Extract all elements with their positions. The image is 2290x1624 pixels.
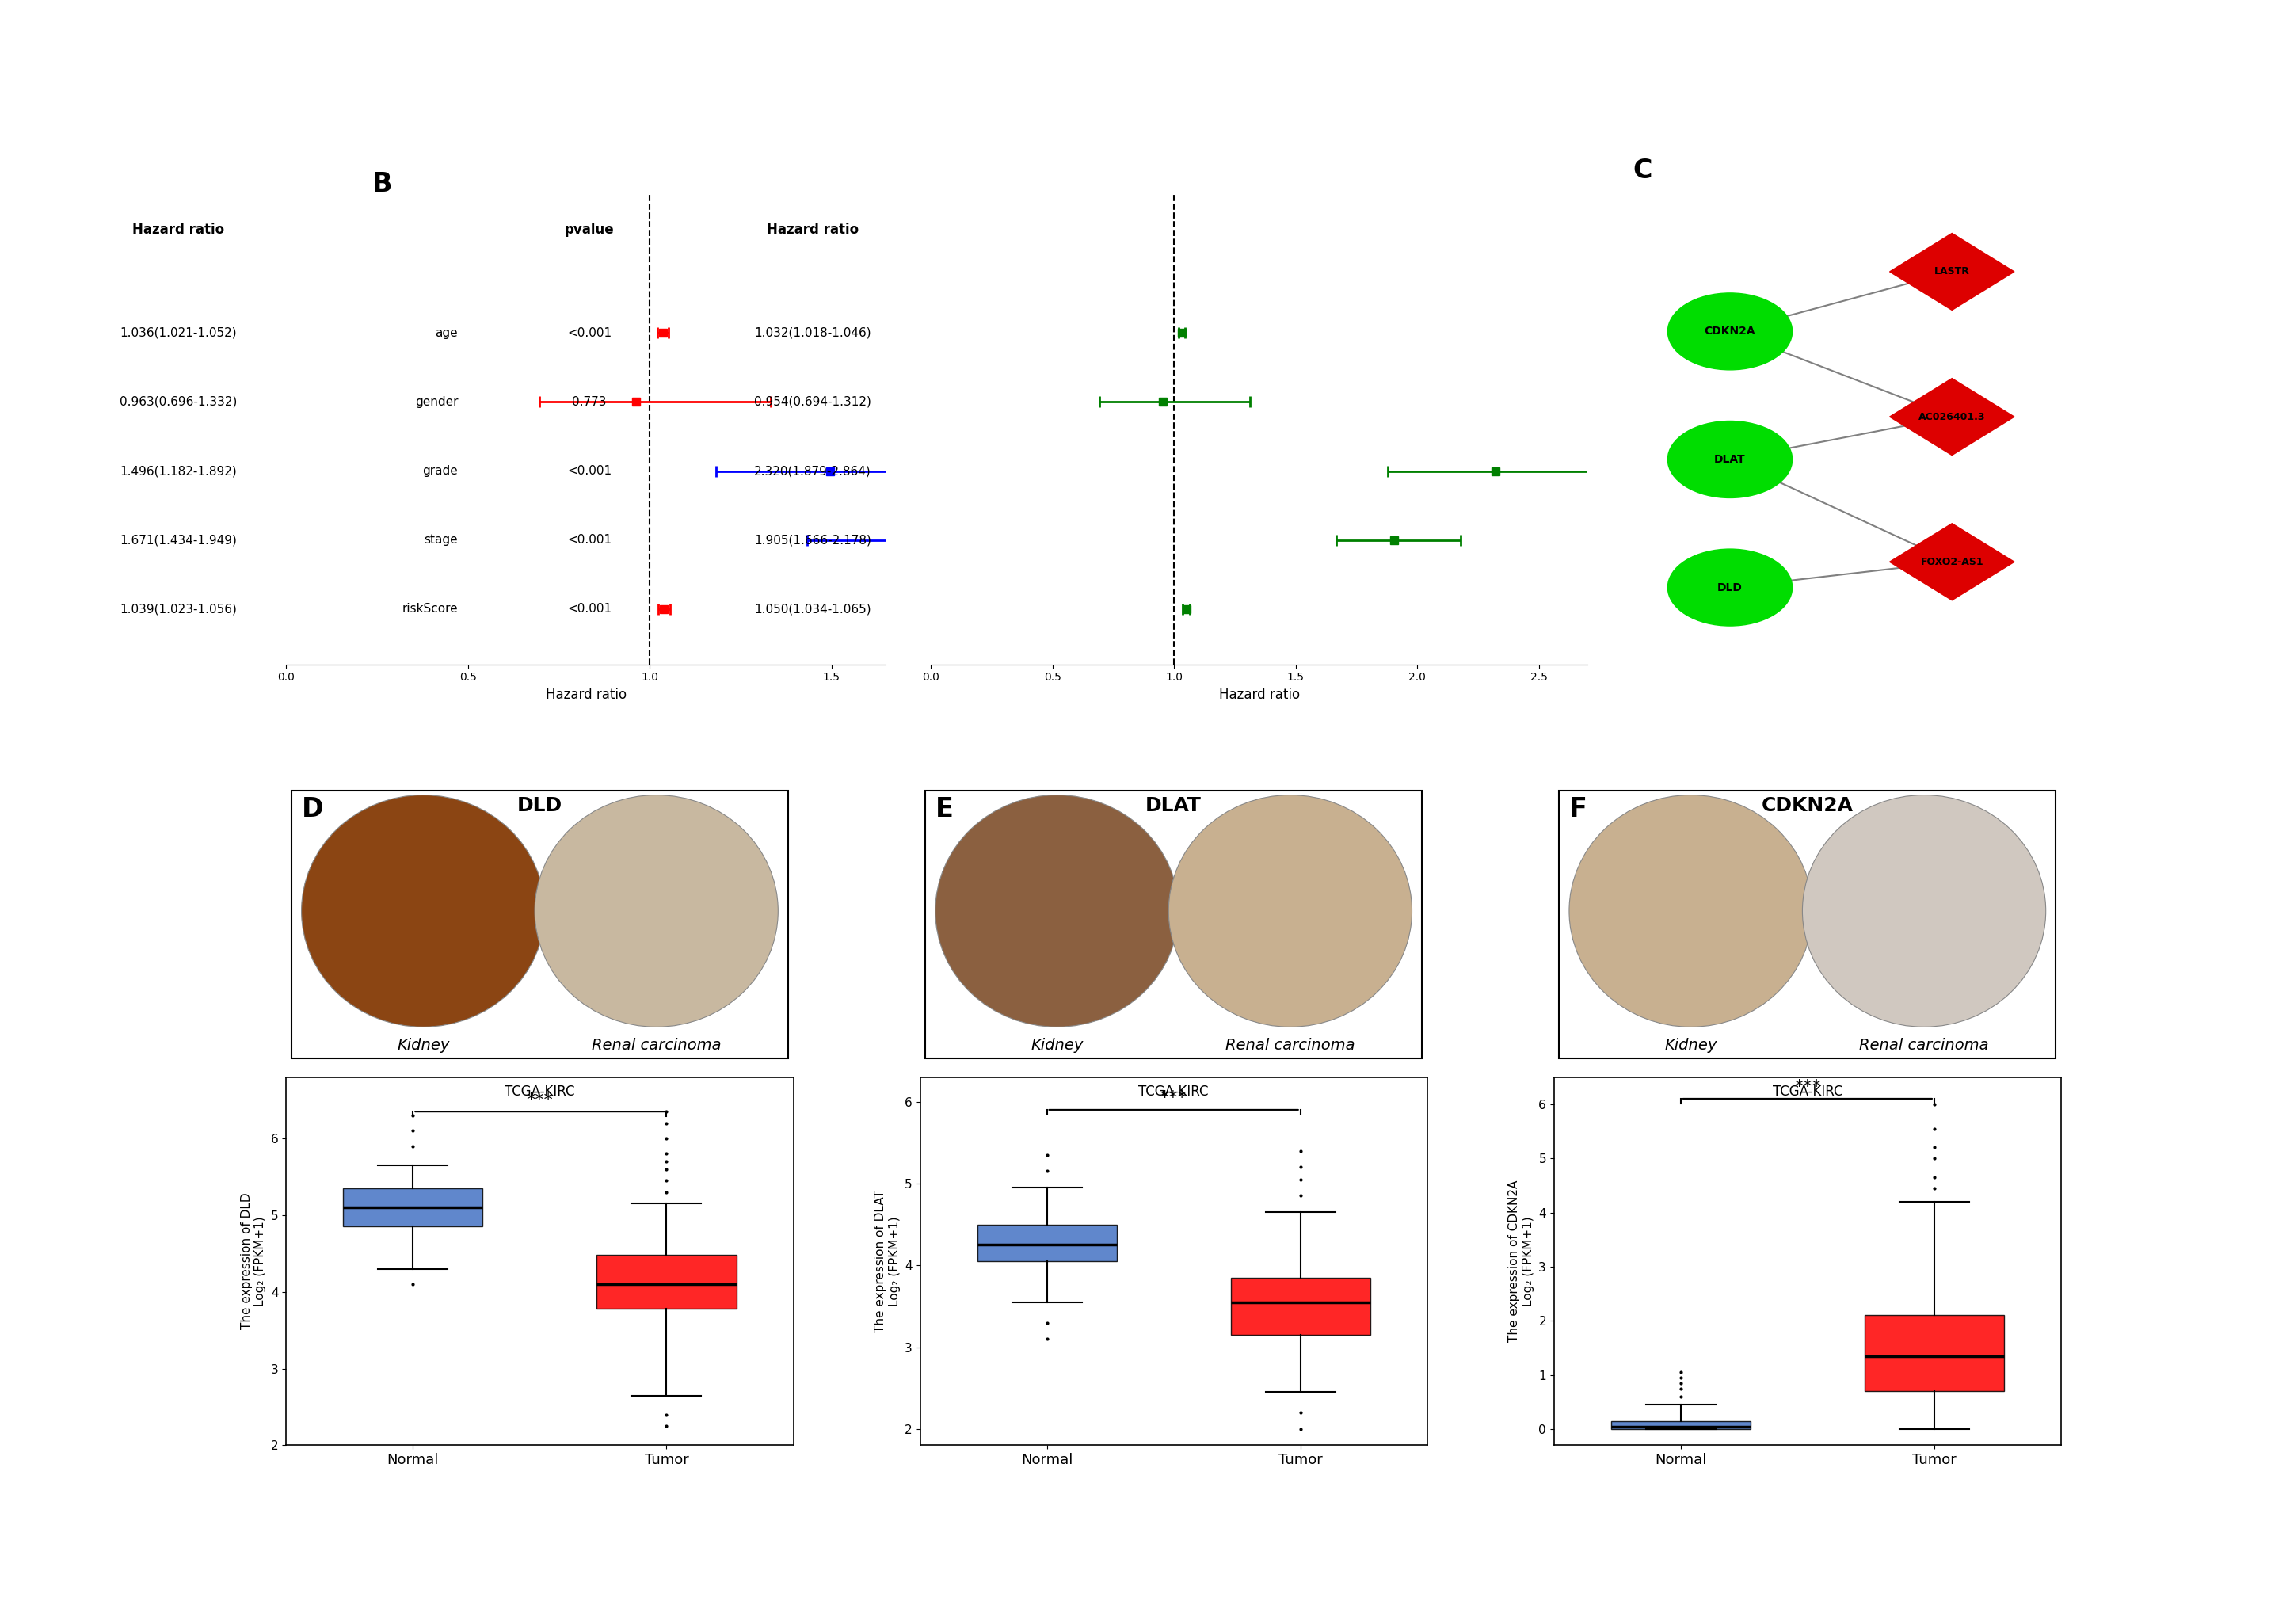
Text: 1.039(1.023-1.056): 1.039(1.023-1.056) <box>119 603 236 615</box>
Ellipse shape <box>302 796 545 1026</box>
Text: DLD: DLD <box>1718 581 1743 593</box>
Text: <0.001: <0.001 <box>568 603 611 615</box>
Text: E: E <box>934 796 953 822</box>
Text: 0.954(0.694-1.312): 0.954(0.694-1.312) <box>753 396 870 408</box>
Ellipse shape <box>1168 796 1413 1026</box>
Text: DLD: DLD <box>518 796 563 815</box>
PathPatch shape <box>1864 1315 2004 1392</box>
Text: 1.671(1.434-1.949): 1.671(1.434-1.949) <box>119 534 236 546</box>
Y-axis label: The expression of CDKN2A
Log₂ (FPKM+1): The expression of CDKN2A Log₂ (FPKM+1) <box>1509 1181 1534 1341</box>
PathPatch shape <box>978 1224 1118 1262</box>
Text: ***: *** <box>1793 1080 1821 1095</box>
Text: Kidney: Kidney <box>396 1038 449 1052</box>
Polygon shape <box>1889 523 2015 601</box>
Text: DLAT: DLAT <box>1145 796 1202 815</box>
Text: 0.963(0.696-1.332): 0.963(0.696-1.332) <box>119 396 238 408</box>
Text: 1.496(1.182-1.892): 1.496(1.182-1.892) <box>119 464 236 477</box>
Text: AC026401.3: AC026401.3 <box>1919 411 1985 422</box>
Text: 0.773: 0.773 <box>572 396 607 408</box>
Y-axis label: The expression of DLD
Log₂ (FPKM+1): The expression of DLD Log₂ (FPKM+1) <box>240 1194 266 1330</box>
Text: D: D <box>302 796 323 822</box>
Ellipse shape <box>536 796 779 1026</box>
Text: Hazard ratio: Hazard ratio <box>133 222 224 237</box>
Ellipse shape <box>1667 549 1793 625</box>
Text: FOXO2-AS1: FOXO2-AS1 <box>1921 557 1983 567</box>
Text: 1.050(1.034-1.065): 1.050(1.034-1.065) <box>753 603 870 615</box>
Text: CDKN2A: CDKN2A <box>1704 326 1756 336</box>
Y-axis label: The expression of DLAT
Log₂ (FPKM+1): The expression of DLAT Log₂ (FPKM+1) <box>875 1190 900 1332</box>
Text: TCGA-KIRC: TCGA-KIRC <box>1138 1085 1209 1099</box>
Text: TCGA-KIRC: TCGA-KIRC <box>1772 1085 1843 1099</box>
Text: pvalue: pvalue <box>566 222 614 237</box>
Text: stage: stage <box>424 534 458 546</box>
Text: gender: gender <box>414 396 458 408</box>
Ellipse shape <box>1667 292 1793 370</box>
Text: B: B <box>373 172 394 198</box>
Text: Renal carcinoma: Renal carcinoma <box>1859 1038 1990 1052</box>
Text: CDKN2A: CDKN2A <box>1761 796 1853 815</box>
Ellipse shape <box>1569 796 1814 1026</box>
Text: ***: *** <box>1161 1090 1186 1106</box>
FancyBboxPatch shape <box>925 791 1422 1059</box>
FancyBboxPatch shape <box>291 791 788 1059</box>
Text: <0.001: <0.001 <box>568 464 611 477</box>
Text: grade: grade <box>424 464 458 477</box>
X-axis label: Hazard ratio: Hazard ratio <box>1218 687 1301 702</box>
PathPatch shape <box>598 1255 737 1309</box>
PathPatch shape <box>1230 1278 1369 1335</box>
PathPatch shape <box>1610 1421 1750 1429</box>
Text: ***: *** <box>527 1091 554 1108</box>
Text: 1.036(1.021-1.052): 1.036(1.021-1.052) <box>119 326 236 339</box>
Text: Renal carcinoma: Renal carcinoma <box>591 1038 721 1052</box>
Text: Hazard ratio: Hazard ratio <box>767 222 859 237</box>
Text: Renal carcinoma: Renal carcinoma <box>1225 1038 1356 1052</box>
Ellipse shape <box>1802 796 2045 1026</box>
Text: F: F <box>1569 796 1587 822</box>
Text: Kidney: Kidney <box>1030 1038 1083 1052</box>
Text: age: age <box>435 326 458 339</box>
Ellipse shape <box>1667 421 1793 499</box>
Text: C: C <box>1633 158 1651 184</box>
Polygon shape <box>1889 378 2015 455</box>
PathPatch shape <box>344 1189 483 1226</box>
Text: <0.001: <0.001 <box>568 534 611 546</box>
X-axis label: Hazard ratio: Hazard ratio <box>545 687 627 702</box>
FancyBboxPatch shape <box>1559 791 2056 1059</box>
Text: 1.032(1.018-1.046): 1.032(1.018-1.046) <box>753 326 870 339</box>
Text: TCGA-KIRC: TCGA-KIRC <box>504 1085 575 1099</box>
Text: riskScore: riskScore <box>403 603 458 615</box>
Text: Kidney: Kidney <box>1665 1038 1718 1052</box>
Ellipse shape <box>934 796 1179 1026</box>
Text: <0.001: <0.001 <box>568 326 611 339</box>
Text: DLAT: DLAT <box>1715 453 1745 464</box>
Text: LASTR: LASTR <box>1935 266 1969 276</box>
Polygon shape <box>1889 234 2015 310</box>
Text: 2.320(1.879-2.864): 2.320(1.879-2.864) <box>753 464 870 477</box>
Text: 1.905(1.666-2.178): 1.905(1.666-2.178) <box>753 534 870 546</box>
